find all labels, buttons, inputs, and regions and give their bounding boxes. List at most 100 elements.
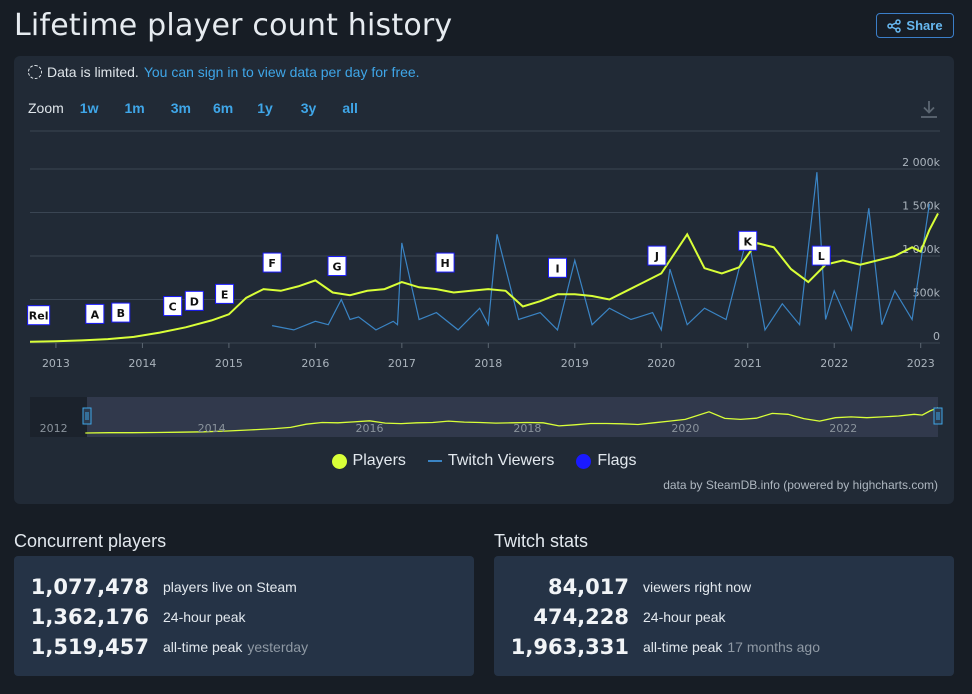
y-tick-label: 2 000k bbox=[902, 156, 940, 169]
concurrent-box: 1,077,478 players live on Steam 1,362,17… bbox=[14, 556, 474, 676]
flag-marker bbox=[435, 252, 455, 273]
stat-row: 1,963,331 all-time peak 17 months ago bbox=[494, 632, 954, 662]
flag-label: L bbox=[818, 250, 825, 263]
flag-marker bbox=[27, 305, 51, 326]
flag-label: B bbox=[117, 307, 125, 320]
x-tick-label: 2014 bbox=[128, 357, 156, 370]
legend-flags-label: Flags bbox=[597, 452, 637, 469]
download-icon[interactable] bbox=[918, 98, 940, 120]
stat-value: 1,519,457 bbox=[30, 635, 149, 659]
twitch-viewers-line bbox=[271, 172, 930, 333]
stat-value: 1,963,331 bbox=[510, 635, 629, 659]
navigator-players-line bbox=[85, 407, 939, 434]
x-tick-label: 2022 bbox=[820, 357, 848, 370]
legend-players[interactable]: Players bbox=[331, 452, 406, 470]
flag-label: C bbox=[169, 301, 177, 314]
flag-label: K bbox=[743, 235, 752, 248]
navigator-tick-label: 2016 bbox=[356, 422, 384, 435]
flag-label: J bbox=[654, 250, 659, 263]
zoom-bar: Zoom 1w 1m 3m 6m 1y 3y all bbox=[28, 100, 358, 116]
share-label: Share bbox=[906, 18, 943, 33]
navigator-tick-label: 2014 bbox=[198, 422, 226, 435]
zoom-1m-button[interactable]: 1m bbox=[124, 100, 145, 116]
navigator-tick-label: 2020 bbox=[671, 422, 699, 435]
flag-marker bbox=[184, 290, 204, 311]
zoom-1y-button[interactable]: 1y bbox=[257, 100, 273, 116]
y-tick-label: 500k bbox=[913, 287, 941, 300]
flag-marker bbox=[548, 257, 568, 278]
stat-label: 24-hour peak bbox=[643, 609, 726, 625]
zoom-3y-button[interactable]: 3y bbox=[300, 100, 317, 116]
legend-flags[interactable]: Flags bbox=[576, 452, 636, 470]
flag-marker bbox=[111, 302, 131, 323]
flag-marker bbox=[262, 252, 282, 273]
share-button[interactable]: Share bbox=[876, 13, 954, 38]
twitch-title: Twitch stats bbox=[494, 531, 589, 551]
stat-value: 84,017 bbox=[547, 575, 629, 599]
stat-value: 1,077,478 bbox=[30, 575, 149, 599]
share-icon bbox=[887, 18, 902, 33]
flag-marker bbox=[163, 296, 183, 317]
x-tick-label: 2013 bbox=[42, 357, 70, 370]
x-tick-label: 2017 bbox=[388, 357, 416, 370]
players-swatch bbox=[331, 453, 347, 469]
stat-label: all-time peak bbox=[163, 639, 243, 655]
x-tick-label: 2019 bbox=[561, 357, 589, 370]
legend-twitch-label: Twitch Viewers bbox=[447, 452, 555, 469]
flag-label: I bbox=[555, 262, 559, 275]
x-tick-label: 2020 bbox=[647, 357, 675, 370]
flag-label: E bbox=[221, 288, 229, 301]
twitch-swatch bbox=[427, 460, 442, 462]
concurrent-title: Concurrent players bbox=[14, 531, 167, 551]
page-title: Lifetime player count history bbox=[14, 8, 453, 43]
flag-marker bbox=[647, 245, 667, 266]
flag-label: G bbox=[332, 261, 341, 274]
zoom-all-button[interactable]: all bbox=[342, 100, 358, 116]
navigator-tick-label: 2012 bbox=[40, 422, 68, 435]
chart-panel: Data is limited. You can sign in to view… bbox=[14, 56, 954, 504]
y-tick-label: 0 bbox=[933, 330, 940, 343]
loading-icon bbox=[28, 65, 42, 79]
flags-swatch bbox=[576, 453, 592, 469]
stat-label: 24-hour peak bbox=[163, 609, 246, 625]
stat-value: 474,228 bbox=[533, 605, 629, 629]
flag-marker bbox=[215, 283, 235, 304]
flag-marker bbox=[811, 245, 831, 266]
stat-row: 1,519,457 all-time peak yesterday bbox=[14, 632, 474, 662]
stat-value: 1,362,176 bbox=[30, 605, 149, 629]
data-limited-notice: Data is limited. You can sign in to view… bbox=[28, 64, 420, 80]
flag-label: Rel bbox=[29, 310, 49, 323]
x-tick-label: 2023 bbox=[907, 357, 935, 370]
stat-label: viewers right now bbox=[643, 579, 752, 595]
stat-label: players live on Steam bbox=[163, 579, 297, 595]
navigator-handle-right[interactable] bbox=[933, 407, 943, 425]
y-tick-label: 1 500k bbox=[902, 200, 940, 213]
flag-label: D bbox=[190, 295, 199, 308]
x-tick-label: 2018 bbox=[474, 357, 502, 370]
zoom-6m-button[interactable]: 6m bbox=[212, 100, 234, 116]
zoom-3m-button[interactable]: 3m bbox=[170, 100, 191, 116]
stat-row: 84,017 viewers right now bbox=[494, 572, 954, 602]
navigator-tick-label: 2018 bbox=[513, 422, 541, 435]
sign-in-link[interactable]: You can sign in to view data per day for… bbox=[143, 64, 420, 80]
flag-marker bbox=[85, 303, 105, 324]
x-tick-label: 2016 bbox=[301, 357, 329, 370]
twitch-box: 84,017 viewers right now 474,228 24-hour… bbox=[494, 556, 954, 676]
x-tick-label: 2021 bbox=[734, 357, 762, 370]
chart-legend: Players Twitch Viewers Flags bbox=[14, 452, 954, 470]
flag-marker bbox=[738, 230, 758, 251]
stat-label: all-time peak bbox=[643, 639, 723, 655]
legend-twitch[interactable]: Twitch Viewers bbox=[427, 452, 555, 470]
flag-label: H bbox=[440, 257, 449, 270]
flag-marker bbox=[327, 256, 347, 277]
stat-row: 474,228 24-hour peak bbox=[494, 602, 954, 632]
x-tick-label: 2015 bbox=[215, 357, 243, 370]
navigator-handle-left[interactable] bbox=[82, 407, 92, 425]
notice-text: Data is limited. bbox=[47, 64, 139, 80]
navigator-tick-label: 2022 bbox=[829, 422, 857, 435]
zoom-1w-button[interactable]: 1w bbox=[79, 100, 99, 116]
chart-credits[interactable]: data by SteamDB.info (powered by highcha… bbox=[663, 478, 938, 492]
stat-sub: yesterday bbox=[247, 639, 309, 655]
stat-row: 1,077,478 players live on Steam bbox=[14, 572, 474, 602]
